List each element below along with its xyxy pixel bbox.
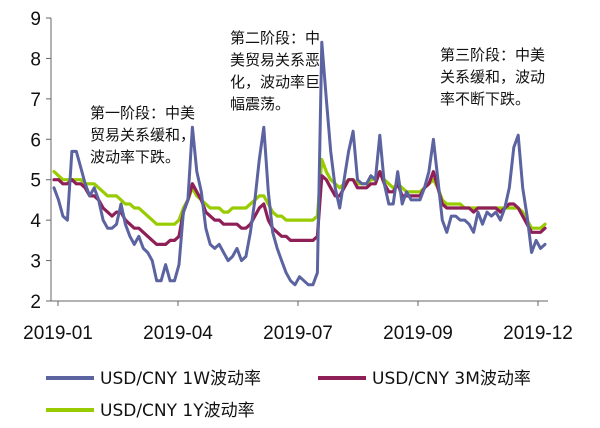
series-layer <box>52 40 547 287</box>
annotation-phase1-line: 波动率下跌。 <box>90 148 180 166</box>
x-tick-label: 2019-04 <box>143 323 213 344</box>
y-tick-label: 5 <box>30 171 41 192</box>
annotation-phase1-line: 贸易关系缓和， <box>90 126 195 144</box>
annotation-phase2-line: 美贸易关系恶 <box>230 51 320 69</box>
x-tick-label: 2019-07 <box>263 323 333 344</box>
y-tick-label: 3 <box>30 252 41 273</box>
annotation-phase2: 第二阶段：中 美贸易关系恶 化，波动率巨 幅震荡。 <box>230 29 325 113</box>
y-tick-label: 2 <box>30 292 41 313</box>
x-tick-label: 2019-01 <box>23 323 93 344</box>
legend-label-3m: USD/CNY 3M波动率 <box>372 369 531 389</box>
y-axis-ticks: 2 3 4 5 6 7 8 9 <box>30 9 51 313</box>
annotation-phase1-line: 第一阶段：中美 <box>90 104 195 122</box>
annotation-phase3-line: 率不断下跌。 <box>440 90 530 108</box>
y-tick-label: 9 <box>30 9 41 30</box>
annotation-phase2-line: 化，波动率巨 <box>230 73 320 91</box>
y-tick-label: 7 <box>30 90 41 111</box>
legend-label-1w: USD/CNY 1W波动率 <box>100 369 261 389</box>
y-tick-label: 6 <box>30 130 41 151</box>
annotation-phase2-line: 幅震荡。 <box>230 95 290 113</box>
annotation-phase2-line: 第二阶段：中 <box>230 29 320 47</box>
x-axis-ticks: 2019-01 2019-04 2019-07 2019-09 2019-12 <box>23 301 573 344</box>
annotation-phase3: 第三阶段：中美 关系缓和，波动 率不断下跌。 <box>440 46 550 108</box>
series-line-3m <box>52 170 547 246</box>
annotation-phase3-line: 关系缓和，波动 <box>440 68 545 86</box>
legend: USD/CNY 1W波动率 USD/CNY 3M波动率 USD/CNY 1Y波动… <box>46 369 531 421</box>
x-tick-label: 2019-12 <box>503 323 573 344</box>
legend-label-1y: USD/CNY 1Y波动率 <box>100 401 255 421</box>
series-line-1w <box>52 40 547 287</box>
x-tick-label: 2019-09 <box>383 323 453 344</box>
series-line-1y <box>52 157 547 230</box>
y-tick-label: 4 <box>30 211 41 232</box>
annotation-phase3-line: 第三阶段：中美 <box>440 46 545 64</box>
annotation-phase1: 第一阶段：中美 贸易关系缓和， 波动率下跌。 <box>90 104 200 166</box>
y-tick-label: 8 <box>30 49 41 70</box>
